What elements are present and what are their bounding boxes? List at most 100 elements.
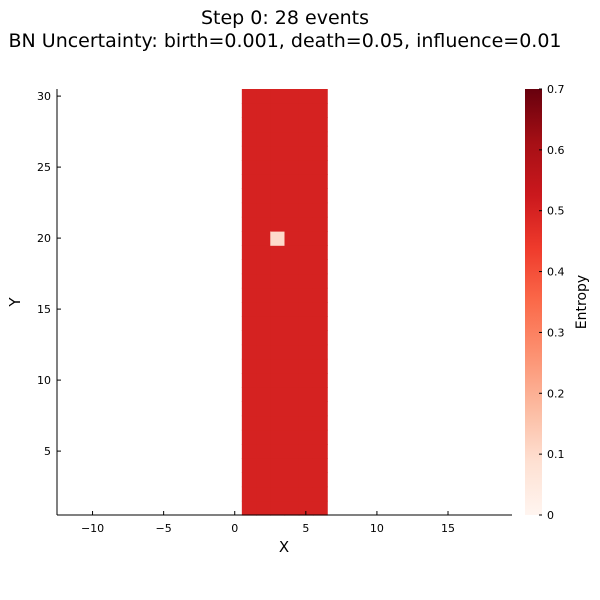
colorbar-tick-label: 0.2 (547, 387, 565, 400)
heatmap-cell (270, 89, 286, 104)
heatmap-cell (284, 486, 300, 502)
heatmap-cell (312, 245, 328, 260)
heatmap-cell (312, 287, 328, 303)
x-tick-label: 10 (370, 522, 384, 535)
heatmap-cell (312, 231, 328, 246)
heatmap-cell (284, 160, 300, 175)
heatmap-cell (284, 273, 300, 289)
heatmap-cell (241, 131, 257, 147)
heatmap-cell (284, 131, 300, 147)
heatmap-cell (312, 89, 328, 104)
heatmap-cell (298, 472, 314, 488)
heatmap-cell (241, 358, 257, 374)
heatmap-cell (312, 117, 328, 133)
heatmap-cell (270, 131, 286, 147)
heatmap-cell (270, 245, 286, 260)
heatmap-cell (312, 500, 328, 516)
heatmap-cell (241, 231, 257, 246)
heatmap-cell (241, 316, 257, 331)
heatmap-cell (312, 259, 328, 275)
heatmap-cell (241, 89, 257, 104)
x-axis-ticks: −10 −5 0 5 10 15 (81, 511, 455, 535)
heatmap-cell (284, 174, 300, 189)
heatmap-cell (284, 358, 300, 374)
heatmap-cell (284, 302, 300, 317)
heatmap-cell (270, 415, 286, 431)
heatmap-cell-highlight (270, 231, 286, 246)
heatmap-cell (256, 330, 271, 346)
heatmap-cell (241, 444, 257, 459)
heatmap-cell (312, 103, 328, 118)
heatmap-cell (298, 188, 314, 204)
heatmap-cell (312, 472, 328, 488)
y-tick-label: 15 (37, 303, 51, 316)
heatmap-cell (298, 344, 314, 360)
y-axis-ticks: 5 10 15 20 25 30 (37, 90, 61, 458)
colorbar-label: Entropy (574, 275, 590, 329)
heatmap-cell (256, 486, 271, 502)
heatmap-cell (270, 344, 286, 360)
heatmap-cell (284, 287, 300, 303)
chart-title: Step 0: 28 events BN Uncertainty: birth=… (9, 7, 562, 52)
y-tick-label: 20 (37, 232, 51, 245)
heatmap-cell (298, 216, 314, 232)
heatmap-cell (256, 216, 271, 232)
heatmap-cell (270, 330, 286, 346)
colorbar-gradient (525, 89, 542, 515)
heatmap-cell (270, 103, 286, 118)
heatmap-cell (241, 472, 257, 488)
heatmap-cell (298, 358, 314, 374)
heatmap-cell (256, 401, 271, 417)
heatmap-cell (256, 160, 271, 175)
heatmap-cell (270, 486, 286, 502)
heatmap-cell (256, 500, 271, 516)
heatmap-cell (241, 287, 257, 303)
y-axis-label: Y (6, 297, 24, 308)
heatmap-cell (284, 401, 300, 417)
heatmap-cell (270, 259, 286, 275)
heatmap-cell (256, 103, 271, 118)
heatmap-cell (256, 145, 271, 161)
heatmap-cell (284, 415, 300, 431)
heatmap-cell (270, 444, 286, 459)
heatmap-cell (298, 89, 314, 104)
chart-subtitle-line: BN Uncertainty: birth=0.001, death=0.05,… (9, 30, 562, 52)
heatmap-cell (298, 330, 314, 346)
heatmap-cell (284, 316, 300, 331)
heatmap-cell (270, 174, 286, 189)
heatmap-cell (256, 316, 271, 331)
heatmap-cell (270, 145, 286, 161)
heatmap-cell (241, 117, 257, 133)
heatmap-cell (256, 458, 271, 473)
x-tick-label: −5 (156, 522, 172, 535)
heatmap-cell (241, 344, 257, 360)
heatmap-cell (298, 444, 314, 459)
heatmap-cell (284, 202, 300, 218)
heatmap-cell (298, 287, 314, 303)
heatmap-cell (298, 174, 314, 189)
heatmap-cell (284, 458, 300, 473)
colorbar-tick-label: 0.3 (547, 326, 565, 339)
x-axis-label: X (279, 538, 289, 556)
heatmap-cell (270, 387, 286, 402)
heatmap-cell (284, 330, 300, 346)
colorbar-tick-label: 0.7 (547, 83, 565, 96)
heatmap-cell (241, 145, 257, 161)
heatmap-cell (270, 273, 286, 289)
heatmap-cell (312, 202, 328, 218)
heatmap-cell (312, 486, 328, 502)
heatmap-cell (298, 429, 314, 445)
heatmap-cell (312, 330, 328, 346)
heatmap-cell (241, 429, 257, 445)
heatmap-cell (256, 344, 271, 360)
heatmap-cell (284, 444, 300, 459)
heatmap-cell (312, 358, 328, 374)
heatmap-cell (256, 231, 271, 246)
x-tick-label: 5 (302, 522, 309, 535)
heatmap-cell (270, 216, 286, 232)
heatmap-cell (284, 387, 300, 402)
heatmap-cell (270, 458, 286, 473)
colorbar-ticks: 0 0.1 0.2 0.3 0.4 0.5 0.6 0.7 (539, 83, 565, 522)
heatmap-cell (312, 188, 328, 204)
